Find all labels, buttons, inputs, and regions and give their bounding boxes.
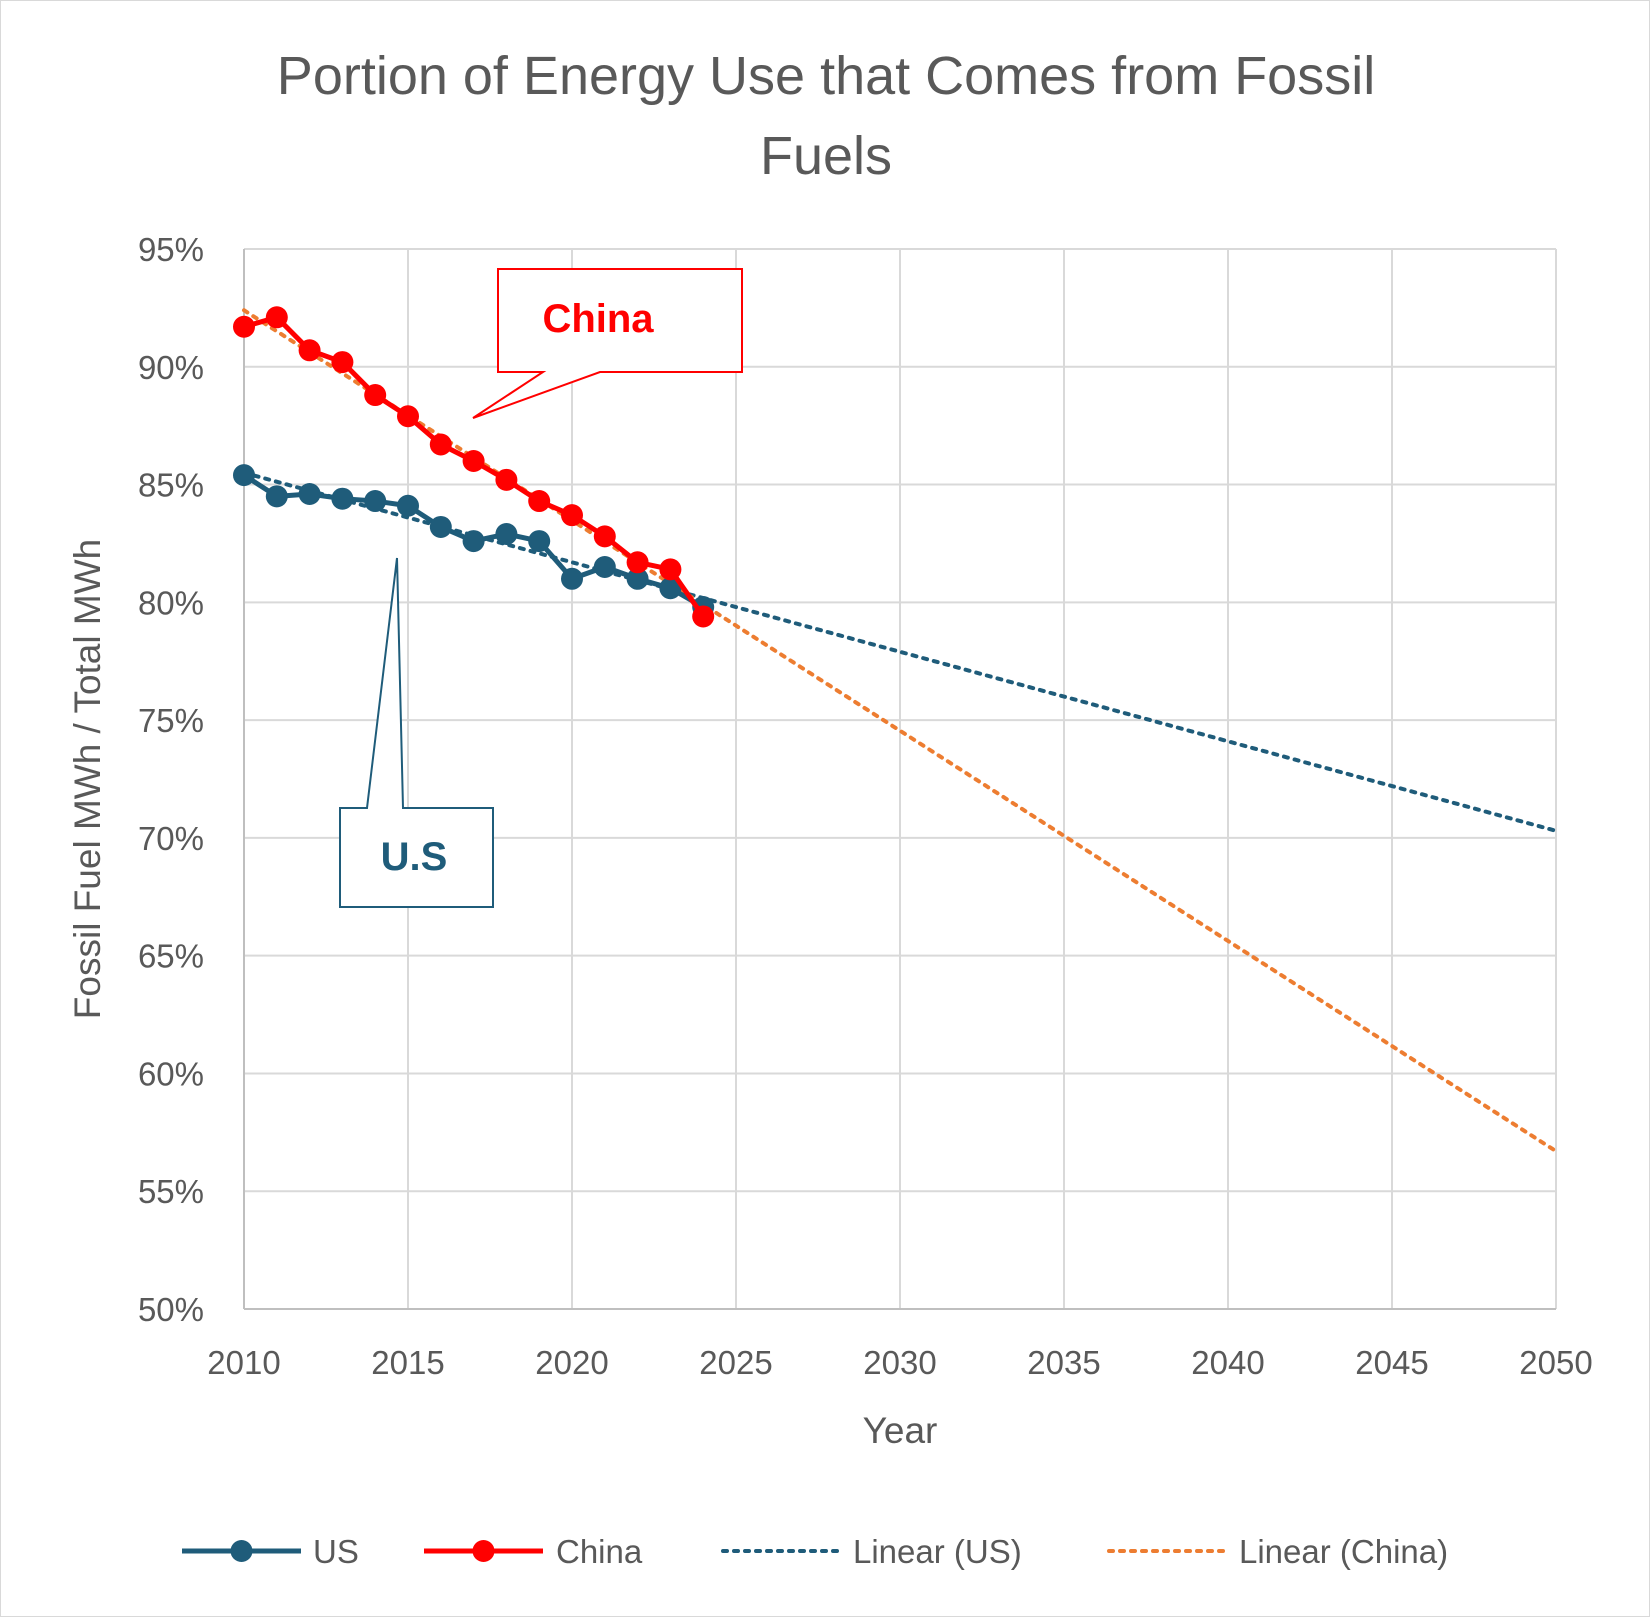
callout-us-box	[339, 557, 494, 908]
data-point-china	[397, 405, 419, 428]
x-tick-label: 2035	[1027, 1344, 1100, 1381]
data-point-us	[561, 567, 583, 590]
legend-label: US	[313, 1533, 359, 1570]
legend-swatch-marker	[472, 1540, 495, 1562]
data-point-china	[265, 306, 288, 329]
y-tick-label: 75%	[138, 702, 204, 739]
legend: US China Linear (US) Linear (China)	[182, 1533, 1448, 1570]
y-axis-ticks: 50% 55% 60% 65% 70% 75% 80% 85% 90% 95%	[138, 231, 204, 1328]
legend-label: China	[556, 1533, 643, 1570]
legend-label: Linear (US)	[853, 1533, 1022, 1570]
data-point-china	[364, 384, 387, 407]
data-point-us	[462, 530, 485, 553]
callout-china-label: China	[542, 297, 654, 341]
y-tick-label: 80%	[138, 584, 204, 621]
chart-title: Portion of Energy Use that Comes from Fo…	[277, 46, 1375, 186]
chart-title-line: Portion of Energy Use that Comes from Fo…	[277, 46, 1375, 106]
data-point-us	[233, 464, 255, 487]
callouts: China U.S	[339, 268, 743, 908]
data-point-china	[593, 525, 616, 548]
data-point-us	[265, 485, 288, 508]
x-tick-label: 2050	[1519, 1344, 1592, 1381]
data-point-china	[692, 605, 715, 628]
legend-swatch-marker	[230, 1540, 253, 1562]
data-point-us	[364, 490, 387, 513]
y-tick-label: 70%	[138, 820, 204, 857]
data-point-china	[495, 468, 518, 491]
data-point-us	[659, 577, 682, 600]
x-tick-label: 2010	[207, 1344, 280, 1381]
y-tick-label: 65%	[138, 938, 204, 975]
data-point-china	[528, 490, 551, 513]
x-axis-title: Year	[863, 1410, 938, 1451]
y-tick-label: 55%	[138, 1173, 204, 1210]
trendlines	[242, 308, 1558, 1154]
x-axis-ticks: 2010 2015 2020 2025 2030 2035 2040 2045 2050	[207, 1344, 1592, 1381]
data-point-china	[233, 315, 255, 338]
data-point-china	[429, 433, 452, 456]
data-point-china	[462, 450, 485, 472]
y-axis-title: Fossil Fuel MWh / Total MWh	[67, 539, 108, 1019]
data-point-us	[298, 482, 321, 505]
data-point-us	[593, 556, 616, 578]
x-tick-label: 2045	[1355, 1344, 1428, 1381]
x-tick-label: 2015	[371, 1344, 444, 1381]
callout-us-label: U.S	[381, 835, 448, 879]
data-point-us	[429, 515, 452, 538]
data-point-us	[331, 487, 354, 510]
data-point-us	[626, 567, 649, 590]
data-point-us	[528, 530, 551, 553]
y-tick-label: 90%	[138, 349, 204, 386]
data-point-us	[397, 494, 419, 517]
data-point-china	[659, 558, 682, 581]
series	[233, 306, 715, 628]
data-point-china	[626, 551, 649, 574]
x-tick-label: 2040	[1191, 1344, 1264, 1381]
chart-title-line: Fuels	[760, 126, 892, 186]
data-point-china	[298, 339, 321, 362]
trendline-us	[242, 470, 1558, 833]
legend-label: Linear (China)	[1239, 1533, 1448, 1570]
data-point-china	[561, 504, 583, 527]
callout-china-box	[472, 268, 743, 419]
y-tick-label: 85%	[138, 467, 204, 504]
x-tick-label: 2025	[699, 1344, 772, 1381]
y-tick-label: 50%	[138, 1291, 204, 1328]
data-point-china	[331, 351, 354, 374]
y-tick-label: 95%	[138, 231, 204, 268]
y-tick-label: 60%	[138, 1055, 204, 1092]
trendline-china	[242, 308, 1558, 1154]
x-tick-label: 2030	[863, 1344, 936, 1381]
data-point-us	[495, 523, 518, 546]
x-tick-label: 2020	[535, 1344, 608, 1381]
